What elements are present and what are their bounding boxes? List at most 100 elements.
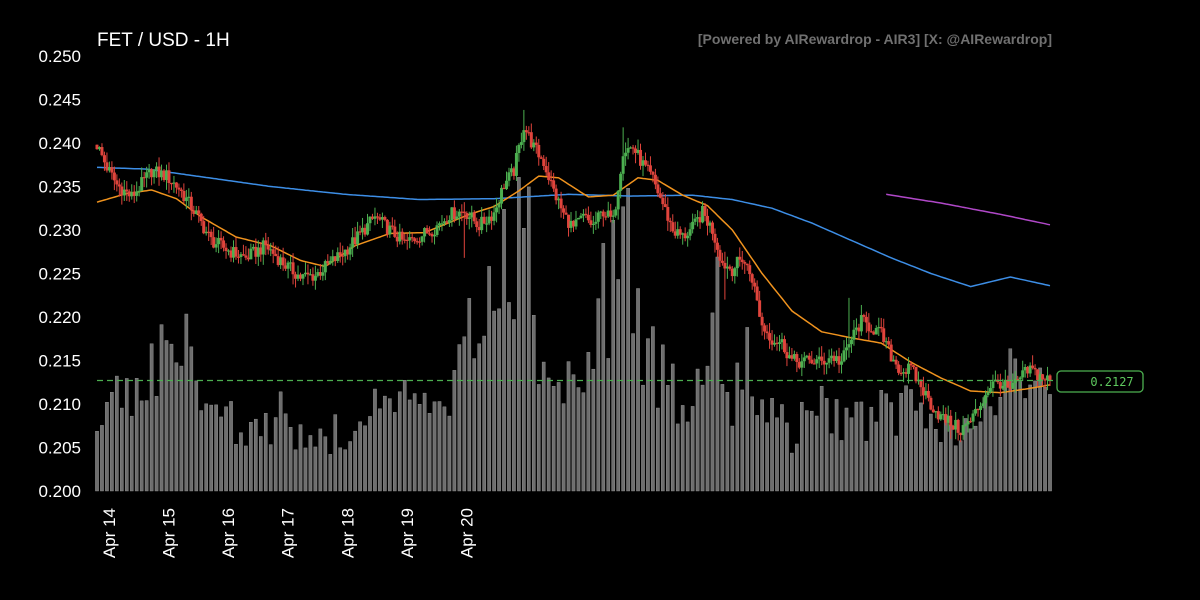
candle-body: [698, 217, 702, 223]
volume-bar: [427, 413, 432, 492]
candle-body: [1041, 374, 1045, 380]
candle-body: [269, 249, 273, 251]
candle-body: [157, 166, 161, 178]
volume-bar: [641, 384, 645, 492]
volume-bar: [581, 392, 586, 492]
candle-body: [859, 315, 863, 332]
candle-body: [929, 397, 933, 410]
volume-bar: [685, 421, 690, 492]
candle-body: [735, 256, 739, 269]
volume-bar: [889, 402, 893, 492]
candle-body: [264, 240, 268, 246]
candle-body: [941, 414, 945, 416]
candle-body: [562, 208, 566, 213]
candle-body: [770, 340, 774, 345]
candle-body: [765, 331, 769, 334]
volume-bar: [154, 396, 159, 492]
candle-body: [445, 221, 449, 223]
candle-body: [217, 237, 221, 245]
volume-bar: [318, 428, 323, 492]
volume-bar: [179, 365, 184, 492]
volume-bar: [765, 422, 769, 492]
candle-body: [907, 363, 911, 374]
volume-bar: [283, 413, 288, 492]
candle-body: [966, 421, 970, 425]
volume-bar: [963, 418, 968, 492]
candle-body: [787, 355, 791, 359]
candle-body: [986, 392, 990, 396]
volume-bar: [482, 335, 486, 492]
candle-body: [777, 342, 781, 344]
candle-body: [899, 372, 903, 375]
volume-bar: [953, 445, 958, 492]
candle-body: [346, 249, 350, 255]
candle-body: [981, 403, 985, 407]
candle-body: [100, 147, 104, 156]
candle-body: [331, 256, 335, 261]
volume-bar: [144, 400, 149, 492]
candle-body: [979, 406, 983, 411]
candle-body: [480, 216, 484, 231]
candle-body: [534, 142, 538, 145]
current-price-badge: 0.2127: [1056, 370, 1144, 393]
candle-body: [663, 204, 667, 207]
volume-bar: [869, 406, 874, 492]
candle-body: [673, 231, 677, 236]
candle-body: [696, 217, 700, 219]
candle-body: [730, 268, 734, 277]
volume-bar: [924, 428, 928, 492]
candle-body: [413, 238, 417, 242]
candle-body: [748, 265, 752, 275]
volume-bar: [169, 343, 174, 492]
volume-bar: [973, 425, 978, 492]
volume-bar: [303, 447, 308, 492]
volume-bar: [541, 361, 546, 492]
volume-bar: [1043, 387, 1047, 492]
volume-bar: [780, 404, 784, 492]
candle-body: [653, 174, 657, 185]
candle-body: [998, 382, 1002, 389]
volume-bar: [422, 392, 427, 492]
candle-body: [775, 342, 779, 345]
volume-bar: [556, 382, 561, 492]
candle-body: [321, 272, 325, 276]
candle-body: [1043, 379, 1047, 381]
candle-body: [179, 189, 183, 191]
candle-body: [336, 252, 340, 262]
candle-body: [1018, 377, 1022, 380]
volume-bar: [834, 399, 839, 492]
candle-body: [601, 211, 605, 217]
candle-body: [961, 425, 965, 436]
candle-body: [743, 262, 747, 264]
volume-bar: [353, 430, 357, 492]
candle-body: [547, 172, 551, 180]
volume-bar: [566, 361, 571, 492]
volume-bar: [919, 402, 923, 492]
candle-body: [380, 217, 384, 220]
volume-bar: [899, 393, 903, 492]
volume-bar: [546, 377, 551, 492]
candle-body: [902, 372, 906, 374]
candle-body: [291, 262, 295, 275]
volume-bar: [497, 308, 501, 492]
candle-body: [552, 180, 556, 189]
volume-bar: [829, 433, 834, 492]
candle-body: [306, 272, 310, 275]
volume-bar: [785, 422, 789, 492]
volume-bar: [601, 243, 606, 492]
candle-body: [919, 379, 923, 388]
volume-bar: [129, 415, 134, 492]
candle-body: [102, 155, 106, 163]
candle-body: [244, 255, 248, 258]
candle-body: [954, 419, 958, 430]
candle-body: [579, 215, 583, 218]
candle-body: [212, 237, 216, 248]
candle-body: [790, 355, 794, 359]
volume-bar: [874, 421, 879, 492]
volume-bar: [477, 343, 481, 492]
volume-bar: [254, 418, 258, 492]
candle-body: [576, 217, 580, 220]
candle-body: [844, 347, 848, 351]
volume-bar: [1008, 348, 1013, 492]
candle-body: [584, 213, 588, 216]
